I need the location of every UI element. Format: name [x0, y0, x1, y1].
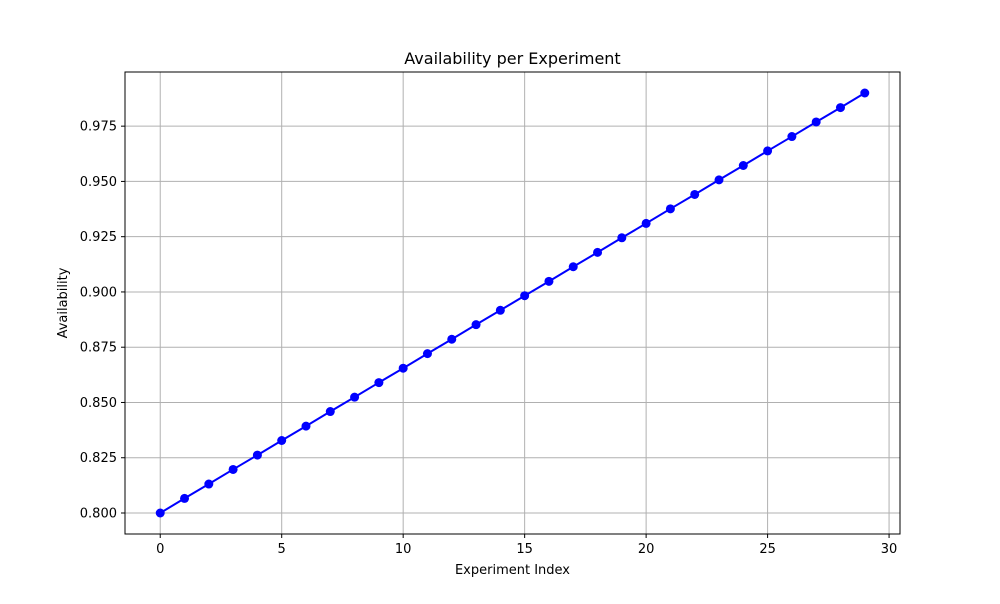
- y-tick-label: 0.875: [80, 341, 117, 356]
- y-tick-label: 0.800: [80, 507, 117, 522]
- data-point: [617, 233, 627, 243]
- data-point: [860, 88, 870, 98]
- data-point: [277, 435, 287, 445]
- ticks: 0 5 10 15 20 25 30 0.800 0.825 0.850 0.875 0.900 0.9…: [80, 120, 898, 557]
- data-point: [155, 508, 165, 518]
- data-point: [641, 218, 651, 228]
- data-point: [471, 320, 481, 330]
- data-point: [544, 276, 554, 286]
- x-tick-label: 30: [881, 542, 898, 557]
- series-line: [159, 92, 866, 514]
- data-point: [252, 450, 262, 460]
- x-axis-label: Experiment Index: [455, 563, 570, 578]
- data-point: [593, 247, 603, 257]
- data-point: [204, 479, 214, 489]
- data-point: [398, 363, 408, 373]
- y-axis-label: Availability: [56, 267, 71, 338]
- data-point: [228, 464, 238, 474]
- data-point: [714, 175, 724, 185]
- data-point: [665, 204, 675, 214]
- x-tick-label: 15: [516, 542, 533, 557]
- data-point: [301, 421, 311, 431]
- x-tick-label: 10: [395, 542, 412, 557]
- y-tick-label: 0.900: [80, 285, 117, 300]
- data-point: [520, 291, 530, 301]
- data-point: [180, 493, 190, 503]
- x-tick-label: 0: [156, 542, 164, 557]
- plot-area-frame: [124, 71, 901, 535]
- series-layer: [155, 88, 870, 518]
- y-tick-label: 0.925: [80, 230, 117, 245]
- y-tick-label: 0.850: [80, 396, 117, 411]
- y-tick-label: 0.950: [80, 175, 117, 190]
- data-point: [447, 334, 457, 344]
- y-tick-label: 0.975: [80, 120, 117, 135]
- data-point: [787, 132, 797, 142]
- data-point: [763, 146, 773, 156]
- data-point: [738, 161, 748, 171]
- data-point: [811, 117, 821, 127]
- data-point: [325, 407, 335, 417]
- chart-title: Availability per Experiment: [404, 49, 620, 68]
- data-point: [422, 349, 432, 359]
- data-point: [690, 189, 700, 199]
- data-point: [835, 103, 845, 113]
- x-tick-label: 5: [278, 542, 286, 557]
- data-point: [374, 378, 384, 388]
- x-tick-label: 25: [759, 542, 776, 557]
- data-point: [350, 392, 360, 402]
- data-point: [568, 262, 578, 272]
- data-point: [495, 305, 505, 315]
- y-tick-label: 0.825: [80, 451, 117, 466]
- x-tick-label: 20: [638, 542, 655, 557]
